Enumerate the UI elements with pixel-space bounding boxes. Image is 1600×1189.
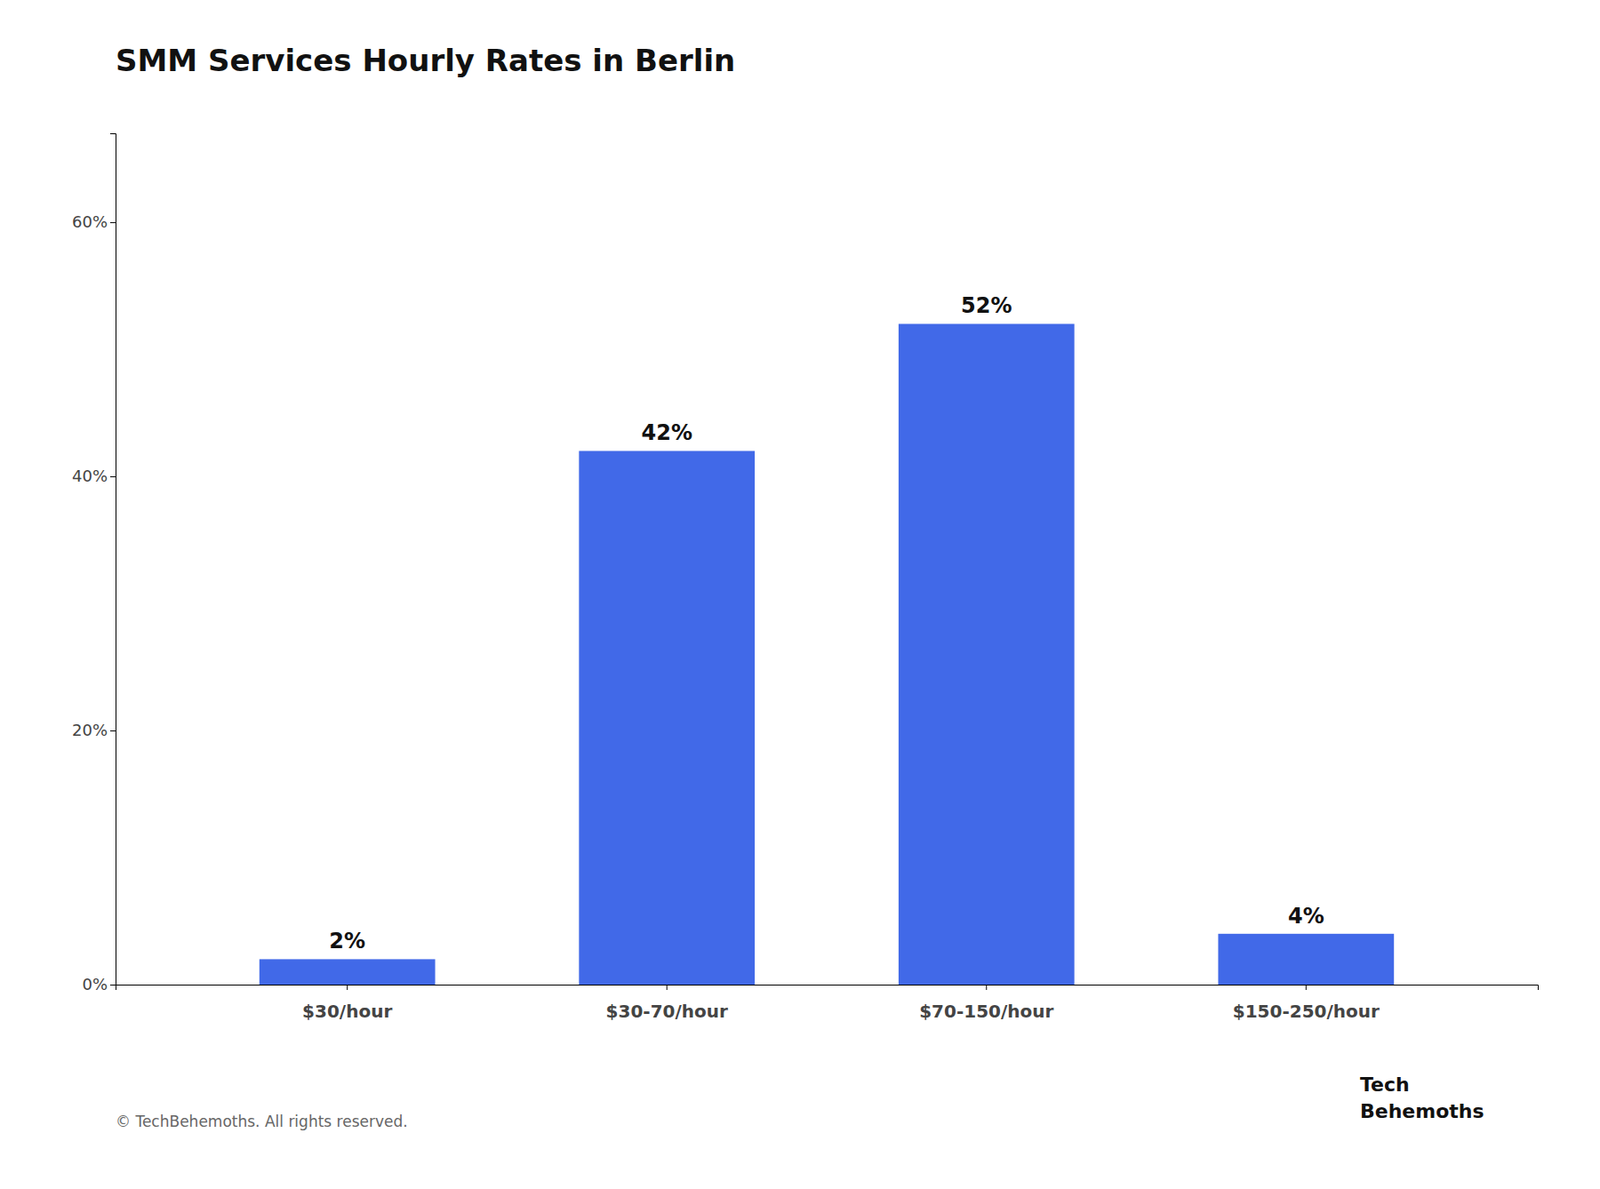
x-tick-label: $30/hour	[302, 1000, 392, 1023]
y-tick: 20%	[72, 720, 116, 740]
y-tick: 0%	[81, 975, 116, 994]
y-tick-line	[110, 730, 116, 732]
y-axis: 0% 20% 40% 60%	[72, 134, 117, 995]
bars	[259, 323, 1394, 985]
x-tick-label: $150-250/hour	[1232, 1000, 1380, 1023]
x-tick: $70-150/hour	[919, 984, 1054, 1023]
y-tick-line	[110, 476, 116, 478]
chart-svg: SMM Services Hourly Rates in Berlin 2% 42%…	[0, 0, 1600, 1189]
y-axis-line	[110, 134, 117, 986]
chart-container: SMM Services Hourly Rates in Berlin 2% 42%…	[0, 0, 1600, 1189]
y-tick: 40%	[72, 466, 116, 486]
x-tick-label: $30-70/hour	[606, 1000, 728, 1023]
x-axis-line	[116, 985, 1539, 992]
title: SMM Services Hourly Rates in Berlin	[115, 42, 736, 79]
x-tick-line	[346, 984, 348, 991]
data-label: 52%	[960, 293, 1012, 319]
x-tick-label: $70-150/hour	[919, 1000, 1054, 1023]
footer-text: © TechBehemoths. All rights reserved.	[115, 1112, 408, 1131]
y-tick-label: 20%	[72, 720, 108, 740]
bar	[578, 450, 755, 985]
footer: © TechBehemoths. All rights reserved. Tec…	[115, 1073, 1485, 1131]
logo-text: Behemoths	[1360, 1100, 1485, 1123]
x-tick-line	[1305, 984, 1307, 991]
y-tick-label: 40%	[72, 466, 108, 486]
data-label: 42%	[640, 420, 692, 446]
x-tick: $30/hour	[302, 984, 392, 1023]
y-tick-label: 60%	[72, 212, 108, 232]
bar	[898, 323, 1075, 985]
bar	[1217, 934, 1394, 985]
x-axis: $30/hour $30-70/hour $70-150/hour $150-250/…	[116, 984, 1539, 1023]
x-tick-line	[666, 984, 668, 991]
y-tick-line	[110, 222, 116, 224]
data-labels: 2% 42% 52% 4%	[328, 293, 1324, 954]
y-tick-line	[110, 984, 116, 986]
logo-text: Tech	[1360, 1073, 1410, 1096]
plot-area: 2% 42% 52% 4% 0% 20% 40% 60% $30/hour $30-70/hour…	[72, 134, 1539, 1024]
bar	[259, 959, 436, 985]
y-tick-label: 0%	[81, 975, 108, 994]
data-label: 4%	[1288, 904, 1325, 929]
y-tick: 60%	[72, 212, 116, 232]
x-tick: $30-70/hour	[606, 984, 728, 1023]
x-tick-line	[985, 984, 987, 991]
x-tick: $150-250/hour	[1232, 984, 1380, 1023]
data-label: 2%	[328, 928, 366, 954]
